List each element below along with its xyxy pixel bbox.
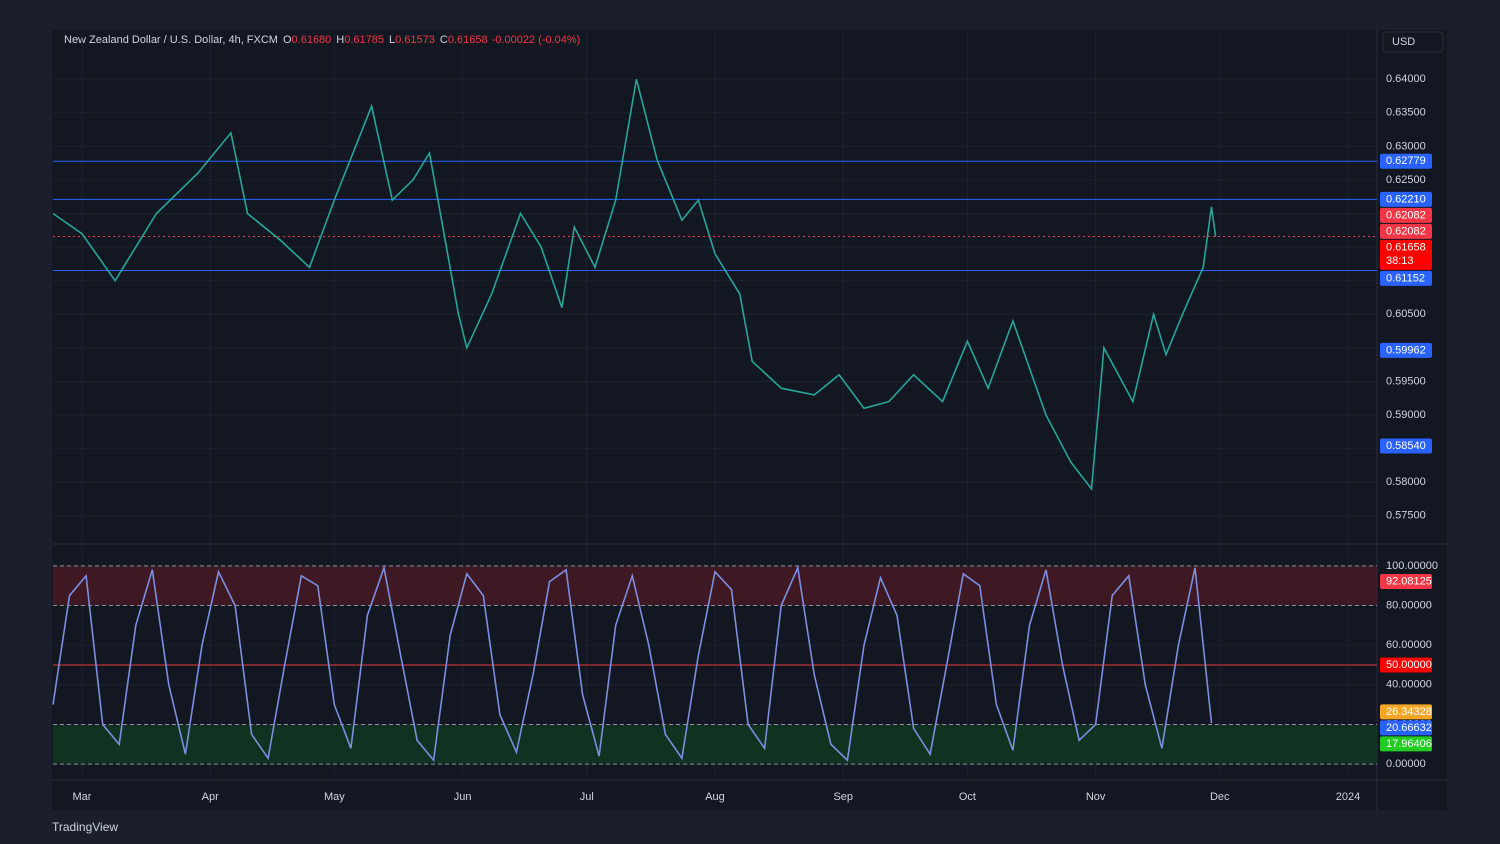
price-label: 0.58540	[1386, 440, 1426, 452]
y-tick-label: 40.00000	[1386, 679, 1432, 691]
price-label-box	[1380, 574, 1432, 590]
x-tick-label: Dec	[1210, 791, 1230, 803]
price-label-box	[1380, 207, 1432, 223]
x-tick-label: Jul	[580, 791, 594, 803]
price-label: 92.08125	[1386, 575, 1432, 587]
price-label: 26.34328	[1386, 706, 1432, 718]
y-tick-label: 0.63000	[1386, 140, 1426, 152]
series-line	[52, 564, 1213, 763]
y-tick-label: 60.00000	[1386, 639, 1432, 651]
price-label-box	[1380, 223, 1432, 239]
price-label: 0.62779	[1386, 155, 1426, 167]
y-tick-label: 80.00000	[1386, 599, 1432, 611]
price-label: 17.96406	[1386, 738, 1432, 750]
ohlc-value: 0.61680	[292, 34, 332, 46]
chart-area	[52, 30, 1447, 810]
ohlc-value: 0.61658	[448, 34, 488, 46]
y-tick-label: 0.59500	[1386, 375, 1426, 387]
header: New Zealand Dollar / U.S. Dollar, 4h, FX…	[64, 34, 580, 46]
y-tick-label: 0.00000	[1386, 758, 1426, 770]
ohlc-key: H	[336, 34, 344, 46]
x-tick-label: Apr	[202, 791, 219, 803]
price-label-box	[1380, 736, 1432, 752]
x-tick-label: Sep	[833, 791, 853, 803]
x-tick-label: 2024	[1336, 791, 1360, 803]
price-label-box	[1380, 153, 1432, 169]
y-tick-label: 0.63500	[1386, 107, 1426, 119]
price-label: 0.61152	[1386, 272, 1425, 284]
y-tick-label: 0.62500	[1386, 174, 1426, 186]
y-tick-label: 0.60500	[1386, 308, 1426, 320]
price-label: 0.61658	[1386, 241, 1426, 253]
price-label-box	[1380, 438, 1432, 454]
symbol: New Zealand Dollar / U.S. Dollar, 4h, FX…	[64, 34, 278, 46]
x-tick-label: Jun	[454, 791, 472, 803]
x-tick-label: May	[324, 791, 345, 803]
ohlc-key: O	[283, 34, 292, 46]
price-label-box	[1380, 342, 1432, 358]
y-tick-label: 0.64000	[1386, 73, 1426, 85]
brand: TradingView	[52, 820, 118, 834]
price-label-box	[1380, 657, 1432, 673]
x-tick-label: Aug	[705, 791, 725, 803]
ohlc-value: 0.61573	[395, 34, 435, 46]
price-label-box	[1380, 720, 1432, 736]
price-label: 0.62082	[1386, 225, 1426, 237]
y-tick-label: 0.57500	[1386, 510, 1426, 522]
y-tick-label: 0.58000	[1386, 476, 1426, 488]
price-label: 0.62082	[1386, 209, 1426, 221]
change: -0.00022 (-0.04%)	[492, 34, 581, 46]
y-tick-label: 100.00000	[1386, 560, 1438, 572]
countdown: 38:13	[1386, 255, 1414, 267]
price-label-box	[1380, 270, 1432, 286]
price-label-box	[1380, 191, 1432, 207]
x-tick-label: Oct	[959, 791, 976, 803]
series-line	[52, 79, 1217, 492]
ohlc-key: L	[389, 34, 395, 46]
ohlc-key: C	[440, 34, 448, 46]
price-label: 50.00000	[1386, 659, 1432, 671]
x-tick-label: Nov	[1086, 791, 1106, 803]
price-label: 0.59962	[1386, 344, 1426, 356]
currency-box	[1382, 31, 1444, 53]
price-label: 20.66632	[1386, 722, 1432, 734]
price-label-box	[1380, 704, 1432, 720]
ohlc-value: 0.61785	[344, 34, 384, 46]
currency: USD	[1392, 36, 1415, 48]
x-tick-label: Mar	[72, 791, 91, 803]
price-label-box	[1380, 239, 1432, 270]
y-tick-label: 0.59000	[1386, 409, 1426, 421]
price-label: 0.62210	[1386, 193, 1426, 205]
